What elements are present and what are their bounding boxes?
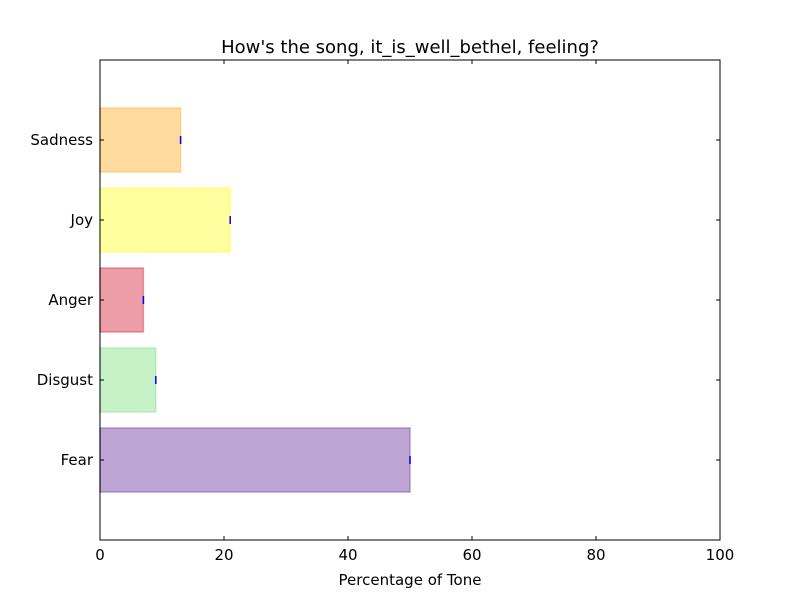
x-tick-label: 0 [95, 546, 105, 564]
bar-joy [99, 187, 231, 253]
plot-frame [99, 59, 721, 541]
x-tick-label: 60 [462, 546, 481, 564]
y-tick-label-anger: Anger [48, 291, 94, 309]
y-tick-label-joy: Joy [70, 211, 94, 229]
ticks-layer: Fear Disgust Anger Joy Sadness 0 20 40 60 80 100 [30, 60, 734, 564]
x-tick-label: 80 [586, 546, 605, 564]
x-tick-label: 100 [706, 546, 735, 564]
y-tick-label-disgust: Disgust [37, 371, 93, 389]
bars-layer [99, 107, 411, 493]
x-tick-label: 40 [338, 546, 357, 564]
x-tick-label: 20 [214, 546, 233, 564]
bar-anger [99, 267, 145, 333]
y-tick-label-sadness: Sadness [30, 131, 93, 149]
chart-title: How's the song, it_is_well_bethel, feeli… [221, 37, 599, 58]
bar-sadness [99, 107, 182, 173]
bar-fear [99, 427, 411, 493]
bar-disgust [99, 347, 157, 413]
y-tick-label-fear: Fear [61, 451, 94, 469]
x-axis-label: Percentage of Tone [339, 571, 482, 589]
